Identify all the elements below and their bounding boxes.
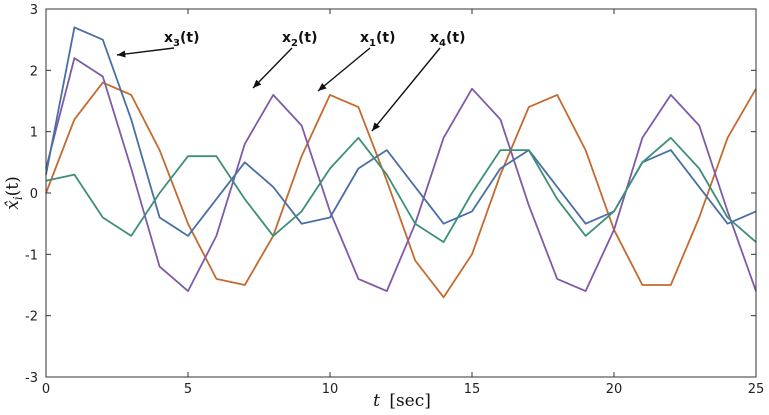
x-tick-label: 25 [748, 382, 765, 397]
annotation-layer: x1(t) x2(t) x3(t) x4(t) [116, 30, 466, 132]
annotation-label-x2: x2(t) [282, 30, 318, 49]
annotation-arrowhead-x4 [372, 122, 380, 131]
annotation-arrowhead-x3 [117, 50, 126, 58]
y-tick-label: -3 [25, 371, 38, 386]
x-tick-label: 15 [464, 382, 481, 397]
annotation-arrowhead-x2 [253, 79, 262, 88]
y-axis-label: x̂i(t) [3, 176, 25, 210]
series-layer [45, 26, 757, 299]
y-tick-label: -1 [25, 248, 38, 263]
x-tick-label: 0 [42, 382, 50, 397]
x-tick-label: 20 [606, 382, 623, 397]
annotation-arrow-x4 [371, 47, 441, 132]
x-tick-label: 5 [184, 382, 192, 397]
series-line-x2 [45, 57, 757, 293]
annotation-arrow-x1 [317, 47, 371, 92]
annotation-arrowhead-x1 [318, 83, 327, 91]
annotation-arrow-x3 [116, 47, 175, 56]
annotation-label-x1: x1(t) [360, 30, 396, 49]
series-line-x4 [45, 136, 757, 244]
y-tick-label: 0 [30, 187, 38, 202]
y-tick-label: 3 [30, 3, 38, 18]
annotation-arrow-x2 [252, 47, 293, 89]
x-axis-label: t [sec] [373, 391, 431, 411]
y-tick-label: 1 [30, 126, 38, 141]
x-tick-label: 10 [322, 382, 339, 397]
annotation-label-x3: x3(t) [164, 30, 200, 49]
series-line-x1 [45, 81, 757, 299]
annotation-label-x4: x4(t) [430, 30, 466, 49]
y-tick-label: 2 [30, 64, 38, 79]
y-tick-label: -2 [25, 310, 38, 325]
tick-layer: 0 5 10 15 20 25 -3 -2 -1 0 1 2 3 [25, 3, 764, 397]
